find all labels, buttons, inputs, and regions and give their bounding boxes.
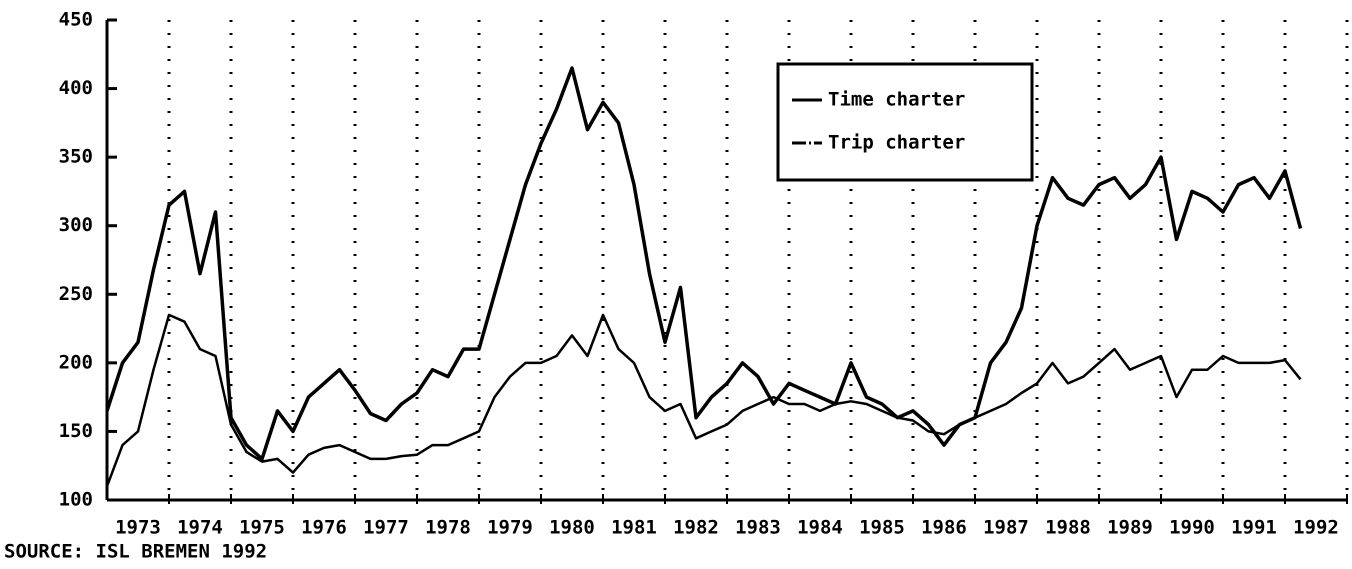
x-tick-label: 1982 xyxy=(673,517,719,539)
legend-label: Time charter xyxy=(828,89,965,111)
y-tick-label: 300 xyxy=(59,214,93,236)
source-note: SOURCE: ISL BREMEN 1992 xyxy=(4,541,267,563)
x-tick-label: 1986 xyxy=(921,517,967,539)
y-tick-label: 200 xyxy=(59,351,93,373)
x-tick-label: 1980 xyxy=(549,517,595,539)
x-tick-label: 1976 xyxy=(301,517,347,539)
x-tick-label: 1979 xyxy=(487,517,533,539)
x-tick-label: 1989 xyxy=(1107,517,1153,539)
y-tick-label: 400 xyxy=(59,77,93,99)
legend-label: Trip charter xyxy=(828,132,965,154)
x-tick-label: 1973 xyxy=(115,517,161,539)
y-tick-label: 250 xyxy=(59,283,93,305)
y-tick-label: 350 xyxy=(59,146,93,168)
x-tick-label: 1981 xyxy=(611,517,657,539)
x-tick-label: 1991 xyxy=(1231,517,1277,539)
x-tick-label: 1974 xyxy=(177,517,223,539)
x-tick-label: 1990 xyxy=(1169,517,1215,539)
series-line xyxy=(105,313,1302,487)
y-tick-label: 450 xyxy=(59,9,93,31)
x-tick-label: 1977 xyxy=(363,517,409,539)
x-tick-label: 1983 xyxy=(735,517,781,539)
x-tick-label: 1975 xyxy=(239,517,285,539)
x-tick-label: 1984 xyxy=(797,517,843,539)
y-tick-label: 100 xyxy=(59,489,93,511)
series-line xyxy=(105,66,1303,461)
x-tick-label: 1987 xyxy=(983,517,1029,539)
legend-box xyxy=(776,62,1034,182)
x-tick-label: 1992 xyxy=(1293,517,1339,539)
y-tick-label: 150 xyxy=(59,420,93,442)
x-tick-label: 1978 xyxy=(425,517,471,539)
legend: Time charter Trip charter xyxy=(776,62,1034,182)
x-tick-label: 1988 xyxy=(1045,517,1091,539)
x-tick-label: 1985 xyxy=(859,517,905,539)
